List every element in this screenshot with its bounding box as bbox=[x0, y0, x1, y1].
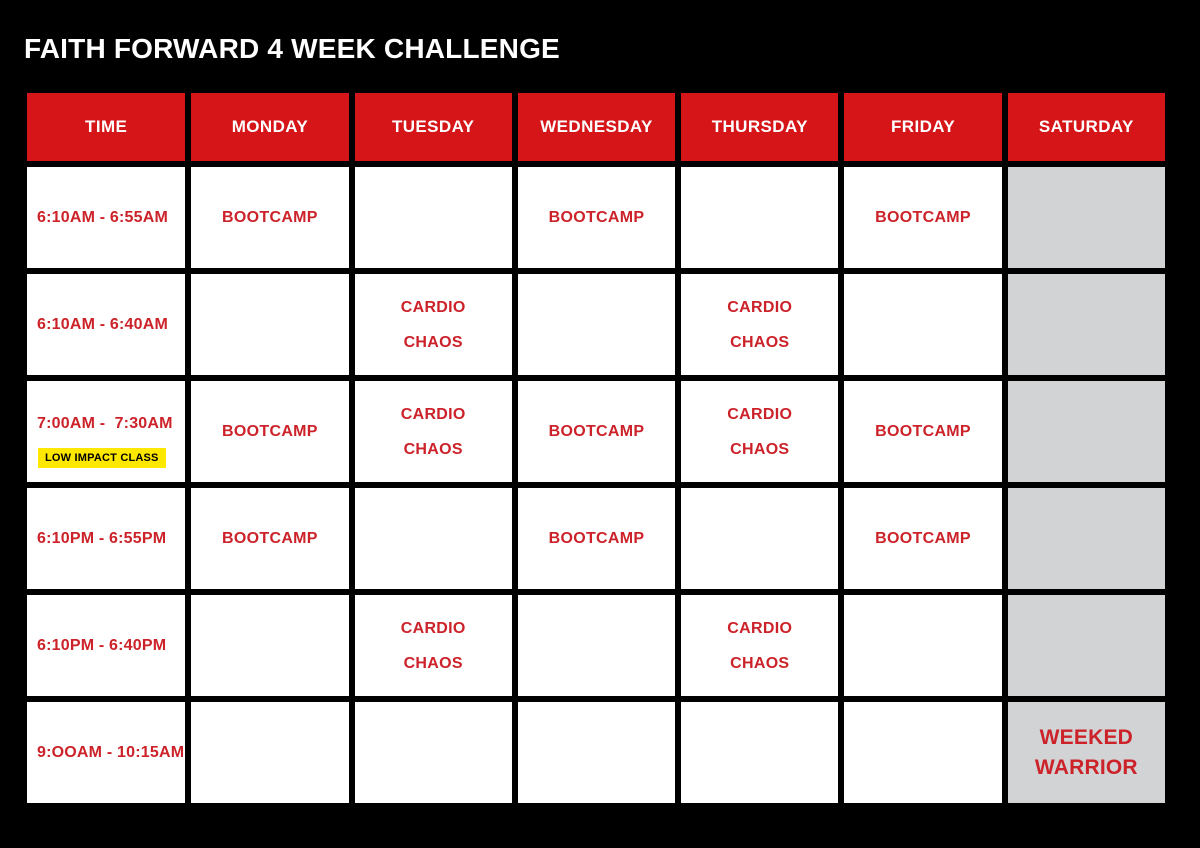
class-cell-monday[interactable]: BOOTCAMP bbox=[188, 378, 352, 485]
class-cell-saturday[interactable] bbox=[1004, 271, 1168, 378]
class-cell-wednesday[interactable] bbox=[514, 592, 679, 699]
class-label: CARDIO CHAOS bbox=[727, 298, 793, 351]
class-label: CARDIO CHAOS bbox=[400, 405, 466, 458]
class-cell-thursday[interactable]: CARDIO CHAOS bbox=[678, 378, 842, 485]
column-header-tuesday: TUESDAY bbox=[351, 90, 515, 164]
class-cell-friday[interactable]: BOOTCAMP bbox=[841, 378, 1005, 485]
class-label: BOOTCAMP bbox=[222, 209, 318, 226]
class-cell-saturday[interactable] bbox=[1004, 164, 1168, 271]
low-impact-badge: LOW IMPACT CLASS bbox=[38, 448, 166, 468]
table-row: 6:10AM - 6:40AM CARDIO CHAOS CARDIO CHAO… bbox=[24, 271, 1168, 378]
time-slot-cell: 6:10PM - 6:55PM bbox=[24, 485, 189, 592]
class-cell-monday[interactable] bbox=[188, 271, 352, 378]
table-row: 6:10AM - 6:55AM BOOTCAMP BOOTCAMP BOOTCA… bbox=[24, 164, 1168, 271]
class-cell-tuesday[interactable] bbox=[351, 699, 515, 806]
class-label: BOOTCAMP bbox=[875, 530, 971, 547]
class-cell-wednesday[interactable] bbox=[514, 271, 679, 378]
page-title: FAITH FORWARD 4 WEEK CHALLENGE bbox=[24, 33, 560, 64]
time-slot-cell: 6:10AM - 6:55AM bbox=[24, 164, 189, 271]
time-range-label: 6:10AM - 6:40AM bbox=[37, 315, 169, 333]
class-schedule-table: TIME MONDAY TUESDAY WEDNESDAY THURSDAY F… bbox=[24, 90, 1168, 806]
column-header-time: TIME bbox=[24, 90, 189, 164]
table-row: 6:10PM - 6:55PM BOOTCAMP BOOTCAMP BOOTCA… bbox=[24, 485, 1168, 592]
class-cell-friday[interactable] bbox=[841, 592, 1005, 699]
class-label: CARDIO CHAOS bbox=[727, 405, 793, 458]
class-cell-friday[interactable] bbox=[841, 699, 1005, 806]
class-label: BOOTCAMP bbox=[548, 530, 645, 547]
time-slot-cell: 6:10PM - 6:40PM bbox=[24, 592, 189, 699]
class-label: BOOTCAMP bbox=[875, 209, 971, 226]
column-header-friday: FRIDAY bbox=[841, 90, 1005, 164]
class-cell-thursday[interactable] bbox=[678, 485, 842, 592]
class-cell-saturday[interactable] bbox=[1004, 378, 1168, 485]
class-cell-tuesday[interactable]: CARDIO CHAOS bbox=[351, 592, 515, 699]
time-slot-cell: 7:00AM - 7:30AM LOW IMPACT CLASS bbox=[24, 378, 189, 485]
time-slot-cell: 6:10AM - 6:40AM bbox=[24, 271, 189, 378]
time-slot-cell: 9:OOAM - 10:15AM bbox=[24, 699, 189, 806]
class-cell-saturday[interactable] bbox=[1004, 592, 1168, 699]
table-header: TIME MONDAY TUESDAY WEDNESDAY THURSDAY F… bbox=[24, 90, 1168, 164]
class-cell-tuesday[interactable] bbox=[351, 485, 515, 592]
class-label: WEEKED WARRIOR bbox=[1034, 725, 1138, 779]
class-cell-tuesday[interactable]: CARDIO CHAOS bbox=[351, 271, 515, 378]
class-cell-friday[interactable]: BOOTCAMP bbox=[841, 164, 1005, 271]
class-cell-thursday[interactable]: CARDIO CHAOS bbox=[678, 271, 842, 378]
class-cell-thursday[interactable] bbox=[678, 699, 842, 806]
class-label: CARDIO CHAOS bbox=[400, 298, 466, 351]
class-label: CARDIO CHAOS bbox=[400, 619, 466, 672]
class-cell-friday[interactable] bbox=[841, 271, 1005, 378]
table-row: 9:OOAM - 10:15AM WEEKED WAR bbox=[24, 699, 1168, 806]
class-label: BOOTCAMP bbox=[548, 423, 645, 440]
class-cell-tuesday[interactable]: CARDIO CHAOS bbox=[351, 378, 515, 485]
time-range-label: 9:OOAM - 10:15AM bbox=[37, 743, 185, 761]
column-header-wednesday: WEDNESDAY bbox=[514, 90, 679, 164]
header-row: TIME MONDAY TUESDAY WEDNESDAY THURSDAY F… bbox=[24, 90, 1168, 164]
class-label: BOOTCAMP bbox=[222, 530, 318, 547]
class-cell-thursday[interactable] bbox=[678, 164, 842, 271]
column-header-thursday: THURSDAY bbox=[678, 90, 842, 164]
table-row: 6:10PM - 6:40PM CARDIO CHAOS CARDIO CHAO… bbox=[24, 592, 1168, 699]
column-header-monday: MONDAY bbox=[188, 90, 352, 164]
class-label: BOOTCAMP bbox=[875, 423, 971, 440]
class-cell-wednesday[interactable]: BOOTCAMP bbox=[514, 378, 679, 485]
class-cell-saturday[interactable]: WEEKED WARRIOR bbox=[1004, 699, 1168, 806]
class-cell-monday[interactable] bbox=[188, 592, 352, 699]
time-range-label: 6:10PM - 6:55PM bbox=[37, 529, 167, 547]
class-cell-monday[interactable]: BOOTCAMP bbox=[188, 164, 352, 271]
time-range-label: 6:10AM - 6:55AM bbox=[37, 208, 169, 226]
class-label: CARDIO CHAOS bbox=[727, 619, 793, 672]
class-cell-monday[interactable]: BOOTCAMP bbox=[188, 485, 352, 592]
class-cell-monday[interactable] bbox=[188, 699, 352, 806]
class-cell-wednesday[interactable] bbox=[514, 699, 679, 806]
class-label: BOOTCAMP bbox=[222, 423, 318, 440]
class-cell-tuesday[interactable] bbox=[351, 164, 515, 271]
class-cell-friday[interactable]: BOOTCAMP bbox=[841, 485, 1005, 592]
class-label: BOOTCAMP bbox=[548, 209, 645, 226]
class-cell-saturday[interactable] bbox=[1004, 485, 1168, 592]
table-row: 7:00AM - 7:30AM LOW IMPACT CLASS BOOTCAM… bbox=[24, 378, 1168, 485]
column-header-saturday: SATURDAY bbox=[1004, 90, 1168, 164]
table-body: 6:10AM - 6:55AM BOOTCAMP BOOTCAMP BOOTCA… bbox=[24, 164, 1168, 806]
class-cell-wednesday[interactable]: BOOTCAMP bbox=[514, 164, 679, 271]
class-cell-wednesday[interactable]: BOOTCAMP bbox=[514, 485, 679, 592]
time-range-label: 6:10PM - 6:40PM bbox=[37, 636, 167, 654]
class-cell-thursday[interactable]: CARDIO CHAOS bbox=[678, 592, 842, 699]
time-range-label: 7:00AM - 7:30AM bbox=[37, 414, 173, 432]
